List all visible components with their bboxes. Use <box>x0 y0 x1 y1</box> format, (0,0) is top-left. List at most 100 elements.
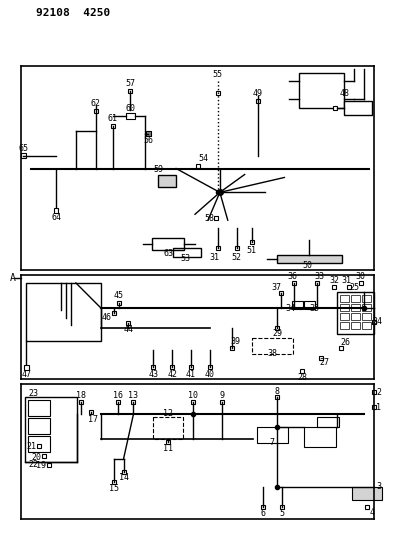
Bar <box>214 216 218 220</box>
Text: 11: 11 <box>163 443 173 453</box>
Text: 2: 2 <box>376 388 381 397</box>
Bar <box>216 91 220 95</box>
Text: 31: 31 <box>210 253 220 262</box>
Bar <box>252 337 293 353</box>
Text: 12: 12 <box>163 409 173 418</box>
Text: 14: 14 <box>119 473 129 482</box>
Text: 22: 22 <box>28 461 38 470</box>
Text: 50: 50 <box>302 261 312 270</box>
Bar <box>220 400 224 404</box>
Bar <box>216 246 220 250</box>
Bar <box>261 505 264 508</box>
Bar <box>117 301 121 305</box>
Text: 23: 23 <box>28 389 38 398</box>
Text: 55: 55 <box>213 69 223 78</box>
Bar <box>250 240 253 244</box>
Bar <box>28 436 50 452</box>
Bar <box>132 400 136 404</box>
Bar <box>112 311 116 315</box>
Bar <box>89 410 93 414</box>
Text: 42: 42 <box>167 370 177 379</box>
Text: 20: 20 <box>31 453 41 462</box>
Text: 53: 53 <box>180 254 190 263</box>
Text: 24: 24 <box>373 317 383 326</box>
Bar <box>125 113 136 119</box>
Text: 18: 18 <box>76 391 86 400</box>
Bar <box>337 292 374 334</box>
Text: 6: 6 <box>260 509 265 518</box>
Text: 37: 37 <box>272 284 281 293</box>
Bar <box>300 369 304 374</box>
Bar <box>351 295 360 302</box>
Bar <box>275 395 279 399</box>
Bar <box>21 153 26 158</box>
Text: 25: 25 <box>350 284 360 293</box>
Text: 61: 61 <box>108 114 118 123</box>
Bar <box>121 470 125 474</box>
Bar <box>351 322 360 329</box>
Text: 58: 58 <box>204 214 214 223</box>
Bar <box>24 365 29 370</box>
Bar <box>362 313 371 320</box>
Text: 15: 15 <box>108 484 119 494</box>
Text: 9: 9 <box>219 391 224 400</box>
Text: 38: 38 <box>268 349 277 358</box>
Bar <box>146 131 151 136</box>
Bar <box>112 480 116 484</box>
Text: 64: 64 <box>51 213 61 222</box>
Bar <box>151 366 155 369</box>
Bar <box>339 345 343 350</box>
Bar <box>230 345 234 350</box>
Bar <box>315 281 319 285</box>
Bar <box>317 417 339 427</box>
Bar <box>359 281 363 285</box>
Text: 48: 48 <box>340 90 350 99</box>
Bar <box>280 505 285 508</box>
Bar <box>351 313 360 320</box>
Text: 16: 16 <box>112 391 123 400</box>
Text: 54: 54 <box>198 154 208 163</box>
Bar <box>25 397 77 462</box>
Bar <box>332 285 336 289</box>
Text: 51: 51 <box>247 246 257 255</box>
Bar <box>277 255 342 263</box>
Bar <box>53 208 59 213</box>
Bar <box>304 301 315 309</box>
Bar <box>196 164 200 167</box>
Bar <box>340 313 349 320</box>
Bar <box>37 444 41 448</box>
Text: 30: 30 <box>356 272 366 281</box>
Bar <box>170 366 174 369</box>
Text: 19: 19 <box>36 462 46 471</box>
Text: 41: 41 <box>186 370 196 379</box>
Text: 63: 63 <box>163 248 173 257</box>
Text: 34: 34 <box>285 304 295 313</box>
Text: 10: 10 <box>188 391 198 400</box>
Text: 56: 56 <box>143 136 153 145</box>
Bar <box>362 304 371 311</box>
Bar <box>153 417 183 439</box>
Text: 4: 4 <box>369 508 374 517</box>
Text: 8: 8 <box>275 387 280 396</box>
Bar <box>79 400 83 404</box>
Bar <box>319 356 323 360</box>
Text: 7: 7 <box>270 438 275 447</box>
Bar <box>94 109 98 113</box>
Text: A: A <box>9 273 15 283</box>
Bar <box>279 291 283 295</box>
Bar <box>347 285 351 289</box>
Text: 28: 28 <box>297 373 307 382</box>
Bar <box>257 427 288 443</box>
Text: 17: 17 <box>88 415 98 424</box>
Bar <box>299 73 344 108</box>
Text: 52: 52 <box>232 253 242 262</box>
Bar <box>365 505 369 508</box>
Text: 39: 39 <box>231 337 241 346</box>
Text: 60: 60 <box>125 104 136 114</box>
Bar <box>127 321 130 325</box>
Text: 57: 57 <box>125 79 136 88</box>
Bar <box>191 400 195 404</box>
Bar <box>166 440 170 444</box>
Bar <box>28 400 50 416</box>
Bar <box>340 295 349 302</box>
